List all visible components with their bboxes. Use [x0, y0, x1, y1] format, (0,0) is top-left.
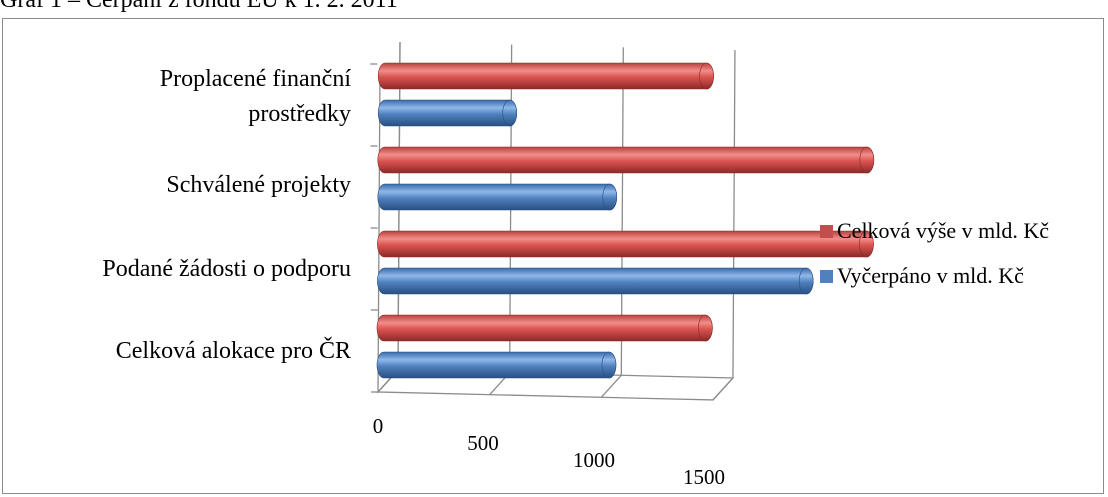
bar — [377, 267, 814, 295]
floor-gridline — [712, 377, 734, 401]
bar — [376, 314, 713, 342]
bar — [376, 351, 617, 379]
bar-end-cap — [601, 351, 617, 379]
legend-swatch — [820, 225, 833, 238]
legend-swatch — [820, 270, 833, 283]
x-tick-label: 1000 — [573, 448, 615, 472]
bar-body — [376, 351, 617, 379]
bar — [377, 146, 875, 174]
category-label: Podané žádosti o podporu — [102, 256, 351, 282]
category-label: prostředky — [248, 101, 351, 127]
bar-end-cap — [698, 314, 713, 342]
x-tick-label: 1500 — [683, 465, 725, 489]
bar — [377, 62, 714, 90]
bar-body — [377, 230, 874, 258]
bar-body — [377, 267, 814, 295]
chart-caption: Graf 1 – Čerpání z fondů EU k 1. 2. 2011 — [0, 0, 398, 13]
bar-end-cap — [699, 62, 714, 90]
x-tick-label: 0 — [373, 414, 384, 438]
category-label: Schválené projekty — [166, 172, 351, 198]
bar-end-cap — [859, 146, 875, 174]
chart-bars — [376, 62, 875, 379]
chart-frame — [2, 18, 1104, 494]
bar-body — [377, 146, 875, 174]
legend: Celková výše v mld. Kč Vyčerpáno v mld. K… — [820, 218, 1049, 288]
bar-body — [377, 183, 618, 211]
bar-end-cap — [602, 183, 618, 211]
category-label: Proplacené finanční — [160, 66, 352, 92]
bar — [377, 99, 518, 127]
bar-body — [377, 62, 714, 90]
floor-gridline — [600, 374, 622, 398]
gridline — [732, 49, 736, 378]
legend-label: Vyčerpáno v mld. Kč — [837, 263, 1024, 288]
bar — [377, 183, 618, 211]
x-axis-tick-labels: 0 500 1000 1500 — [373, 414, 725, 489]
bar-end-cap — [859, 230, 874, 258]
x-tick-label: 500 — [467, 431, 499, 455]
bar-end-cap — [502, 99, 518, 127]
legend-label: Celková výše v mld. Kč — [837, 218, 1049, 243]
chart-walls — [370, 41, 736, 401]
bar-body — [377, 99, 518, 127]
category-labels: Celková alokace pro ČR Podané žádosti o p… — [102, 66, 351, 364]
bar-end-cap — [798, 267, 814, 295]
bar — [377, 230, 874, 258]
bar-body — [376, 314, 713, 342]
category-label: Celková alokace pro ČR — [116, 337, 351, 364]
